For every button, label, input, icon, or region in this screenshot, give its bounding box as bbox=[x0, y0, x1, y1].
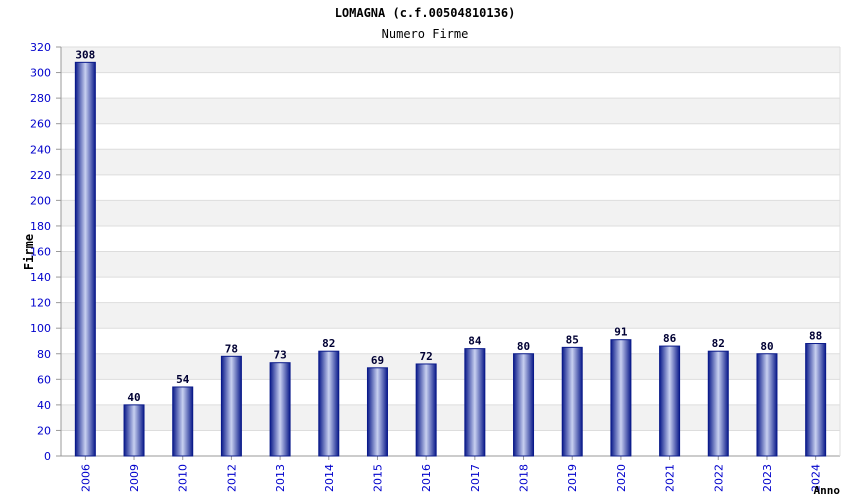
x-tick-label-2009: 2009 bbox=[128, 464, 141, 492]
y-tick-label: 320 bbox=[30, 41, 51, 54]
bar-2006 bbox=[74, 61, 96, 457]
y-tick-label: 160 bbox=[30, 246, 51, 259]
x-tick-label-2006: 2006 bbox=[79, 464, 92, 492]
bar-2023 bbox=[756, 353, 778, 457]
y-axis-label: Firme bbox=[22, 234, 36, 270]
y-tick-label: 140 bbox=[30, 271, 51, 284]
data-label-2006: 308 bbox=[75, 48, 95, 61]
x-tick-label-2022: 2022 bbox=[712, 464, 725, 492]
data-label-2022: 82 bbox=[712, 337, 725, 350]
grid-band bbox=[61, 200, 840, 226]
y-tick-label: 120 bbox=[30, 297, 51, 310]
y-tick-label: 80 bbox=[37, 348, 51, 361]
data-label-2012: 78 bbox=[225, 342, 238, 355]
y-tick-label: 280 bbox=[30, 92, 51, 105]
bar-2018 bbox=[513, 353, 535, 457]
data-label-2019: 85 bbox=[566, 333, 579, 346]
grid-band bbox=[61, 98, 840, 124]
y-tick-label: 180 bbox=[30, 220, 51, 233]
x-tick-labels: 2006 2009 2010 2012 2013 2014 2015 2016 2017 2018… bbox=[79, 464, 822, 492]
y-tick-label: 300 bbox=[30, 67, 51, 80]
data-label-2023: 80 bbox=[760, 340, 773, 353]
bar-2019 bbox=[561, 346, 583, 457]
y-tick-label: 220 bbox=[30, 169, 51, 182]
bar-2017 bbox=[464, 348, 486, 457]
chart-subtitle: Numero Firme bbox=[382, 27, 469, 41]
bar-2024 bbox=[805, 343, 827, 457]
x-tick-label-2019: 2019 bbox=[566, 464, 579, 492]
x-tick-label-2017: 2017 bbox=[469, 464, 482, 492]
bar-2021 bbox=[659, 345, 681, 457]
x-tick-label-2016: 2016 bbox=[420, 464, 433, 492]
y-tick-label: 240 bbox=[30, 143, 51, 156]
y-tick-label: 40 bbox=[37, 399, 51, 412]
bar-2015 bbox=[366, 367, 388, 457]
x-tick-label-2013: 2013 bbox=[274, 464, 287, 492]
y-tick-label: 60 bbox=[37, 373, 51, 386]
x-tick-label-2012: 2012 bbox=[225, 464, 238, 492]
data-label-2014: 82 bbox=[322, 337, 335, 350]
x-tick-label-2023: 2023 bbox=[761, 464, 774, 492]
data-label-2015: 69 bbox=[371, 354, 384, 367]
grid-band bbox=[61, 47, 840, 73]
data-label-2017: 84 bbox=[468, 335, 482, 348]
data-label-2018: 80 bbox=[517, 340, 530, 353]
x-axis-label: Anno bbox=[814, 484, 841, 497]
bar-2012 bbox=[220, 355, 242, 457]
bar-2013 bbox=[269, 362, 291, 457]
data-labels: 308 40 54 78 73 82 69 72 84 80 85 91 86 82 80 88 bbox=[75, 48, 822, 404]
x-tick-label-2010: 2010 bbox=[177, 464, 190, 492]
data-label-2021: 86 bbox=[663, 332, 677, 345]
x-tick-label-2014: 2014 bbox=[323, 464, 336, 492]
bar-2016 bbox=[415, 363, 437, 457]
bar-2022 bbox=[707, 350, 729, 457]
data-label-2020: 91 bbox=[614, 326, 628, 339]
y-tick-label: 0 bbox=[44, 450, 51, 463]
bar-2014 bbox=[318, 350, 340, 457]
bars bbox=[74, 61, 827, 457]
data-label-2024: 88 bbox=[809, 330, 822, 343]
y-tick-label: 200 bbox=[30, 194, 51, 207]
y-tick-label: 20 bbox=[37, 424, 51, 437]
x-tick-label-2020: 2020 bbox=[615, 464, 628, 492]
x-tick-label-2018: 2018 bbox=[518, 464, 531, 492]
x-tick-label-2024: 2024 bbox=[810, 464, 823, 492]
y-tick-labels: 0 20 40 60 80 100 120 140 160 180 200 220 240 260 280 3… bbox=[30, 41, 51, 463]
y-tick-label: 260 bbox=[30, 118, 51, 131]
bar-2010 bbox=[172, 386, 194, 457]
data-label-2010: 54 bbox=[176, 373, 190, 386]
y-tick-label: 100 bbox=[30, 322, 51, 335]
grid-band bbox=[61, 251, 840, 278]
data-label-2009: 40 bbox=[127, 391, 140, 404]
data-label-2013: 73 bbox=[273, 349, 286, 362]
data-label-2016: 72 bbox=[420, 350, 433, 363]
x-tick-label-2015: 2015 bbox=[371, 464, 384, 492]
bar-2020 bbox=[610, 339, 632, 457]
chart-title: LOMAGNA (c.f.00504810136) bbox=[335, 6, 516, 20]
bar-2009 bbox=[123, 404, 145, 457]
x-tick-label-2021: 2021 bbox=[664, 464, 677, 492]
grid-band bbox=[61, 149, 840, 175]
grid-band bbox=[61, 302, 840, 329]
